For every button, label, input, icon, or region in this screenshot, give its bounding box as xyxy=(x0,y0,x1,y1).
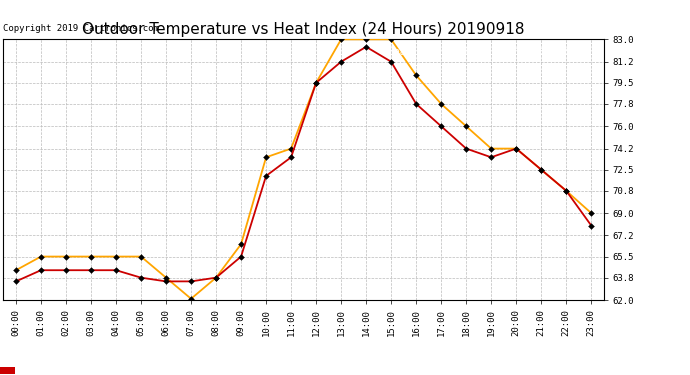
Title: Outdoor Temperature vs Heat Index (24 Hours) 20190918: Outdoor Temperature vs Heat Index (24 Ho… xyxy=(82,22,525,37)
Legend: Heat Index (°F), Temperature (°F): Heat Index (°F), Temperature (°F) xyxy=(362,44,599,58)
Text: Copyright 2019 Cartronics.com: Copyright 2019 Cartronics.com xyxy=(3,24,159,33)
